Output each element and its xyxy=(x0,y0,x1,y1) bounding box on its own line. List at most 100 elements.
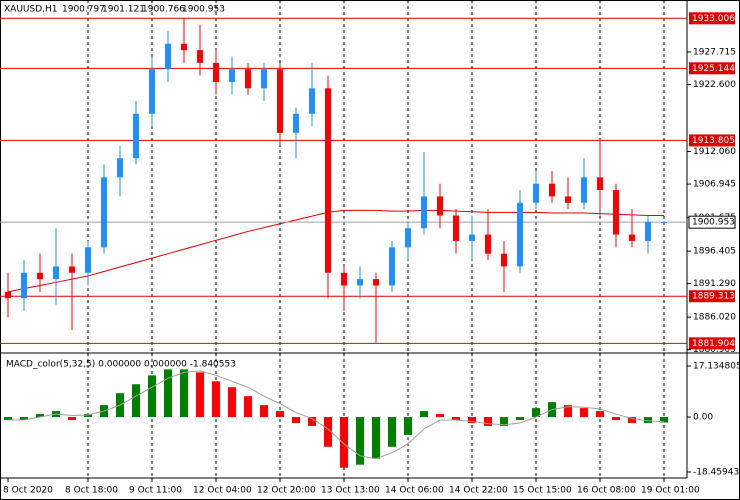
x-tick-label: 16 Oct 08:00 xyxy=(577,486,636,496)
histogram-bar xyxy=(628,417,636,423)
candle-body xyxy=(437,196,443,216)
x-tick-label: 12 Oct 04:00 xyxy=(193,486,252,496)
histogram-bar xyxy=(244,396,252,418)
candle-body xyxy=(309,88,315,114)
histogram-bar xyxy=(580,408,588,418)
histogram-bar xyxy=(612,417,620,421)
candle-body xyxy=(421,196,427,229)
candle-body xyxy=(469,234,475,241)
histogram-bar xyxy=(212,381,220,418)
histogram-bar xyxy=(564,405,572,418)
y-tick-label: -18.459434 xyxy=(693,468,740,478)
histogram-bar xyxy=(228,387,236,418)
x-tick-label: 12 Oct 20:00 xyxy=(257,486,316,496)
histogram-bar xyxy=(420,411,428,418)
y-tick-label: 1886.020 xyxy=(693,313,736,323)
histogram-bar xyxy=(132,384,140,418)
candle-body xyxy=(501,253,507,267)
candle-body xyxy=(149,69,155,114)
candle-body xyxy=(373,279,379,286)
candle-body xyxy=(629,234,635,241)
ohlc-value: 1901.121 xyxy=(102,5,145,15)
y-tick-label: 1927.715 xyxy=(693,47,736,57)
candle-body xyxy=(101,177,107,248)
candle-body xyxy=(565,196,571,203)
histogram-bar xyxy=(436,414,444,418)
candle-body xyxy=(197,50,203,63)
histogram-bar xyxy=(372,417,380,459)
candle-body xyxy=(229,69,235,82)
x-tick-label: 8 Oct 18:00 xyxy=(65,486,118,496)
level-label: 1933.006 xyxy=(692,14,735,24)
current-price-box xyxy=(688,215,736,229)
histogram-bar xyxy=(404,417,412,435)
histogram-bar xyxy=(196,372,204,418)
candle-body xyxy=(533,183,539,203)
candle-body xyxy=(453,215,459,241)
histogram-bar xyxy=(532,408,540,418)
candle-body xyxy=(5,291,11,299)
level-label-box xyxy=(689,12,735,25)
candle-body xyxy=(85,247,91,273)
y-tick-label: 1896.405 xyxy=(693,247,736,257)
x-tick-label: 9 Oct 11:00 xyxy=(129,486,182,496)
histogram-bar xyxy=(516,417,524,421)
histogram-bar xyxy=(292,417,300,423)
candle-body xyxy=(517,202,523,267)
histogram-bar xyxy=(260,405,268,418)
level-label-box xyxy=(689,134,735,147)
ohlc-value: 1900.953 xyxy=(182,5,225,15)
level-label: 1925.144 xyxy=(692,64,735,74)
candle-body xyxy=(133,113,139,159)
candle-body xyxy=(357,279,363,286)
y-tick-label: 1912.060 xyxy=(693,147,736,157)
candle-body xyxy=(181,43,187,51)
candle-body xyxy=(69,266,75,273)
histogram-bar xyxy=(84,414,92,418)
candle-body xyxy=(53,266,59,280)
histogram-bar xyxy=(148,375,156,418)
candle-body xyxy=(661,222,667,224)
histogram-bar xyxy=(452,417,460,421)
histogram-bar xyxy=(468,417,476,423)
histogram-bar xyxy=(20,417,28,421)
histogram-bar xyxy=(596,411,604,418)
y-tick-label: 1891.290 xyxy=(693,279,736,289)
y-tick-label: 1906.945 xyxy=(693,180,736,190)
histogram-bar xyxy=(388,417,396,447)
histogram-bar xyxy=(180,369,188,418)
candle-body xyxy=(165,43,171,70)
level-label: 1881.904 xyxy=(692,339,735,349)
candle-body xyxy=(293,113,299,133)
x-tick-label: 14 Oct 06:00 xyxy=(385,486,444,496)
candle-body xyxy=(261,69,267,89)
histogram-bar xyxy=(36,414,44,418)
level-label: 1889.313 xyxy=(692,292,735,302)
indicator-title: MACD_color(5,32,5) 0.000000 0.000000 -1.… xyxy=(6,360,236,370)
x-tick-label: 8 Oct 2020 xyxy=(3,486,53,496)
candle-body xyxy=(325,88,331,273)
histogram-bar xyxy=(276,411,284,418)
candle-body xyxy=(341,272,347,286)
x-tick-label: 19 Oct 01:00 xyxy=(641,486,700,496)
candle-body xyxy=(581,177,587,203)
candle-body xyxy=(405,228,411,248)
x-tick-label: 13 Oct 13:00 xyxy=(321,486,380,496)
histogram-bar xyxy=(4,417,12,421)
histogram-bar xyxy=(68,417,76,421)
ohlc-value: 1900.797 xyxy=(62,5,105,15)
histogram-bar xyxy=(308,417,316,426)
x-tick-label: 14 Oct 22:00 xyxy=(449,486,508,496)
candle-body xyxy=(21,272,27,299)
candle-body xyxy=(213,62,219,82)
x-tick-label: 15 Oct 15:00 xyxy=(513,486,572,496)
y-tick-label: 0.00 xyxy=(693,413,713,423)
candle-body xyxy=(245,69,251,89)
candle-body xyxy=(277,69,283,133)
candle-body xyxy=(485,234,491,254)
histogram-bar xyxy=(660,417,668,423)
histogram-bar xyxy=(644,417,652,423)
level-label: 1913.805 xyxy=(692,136,735,146)
